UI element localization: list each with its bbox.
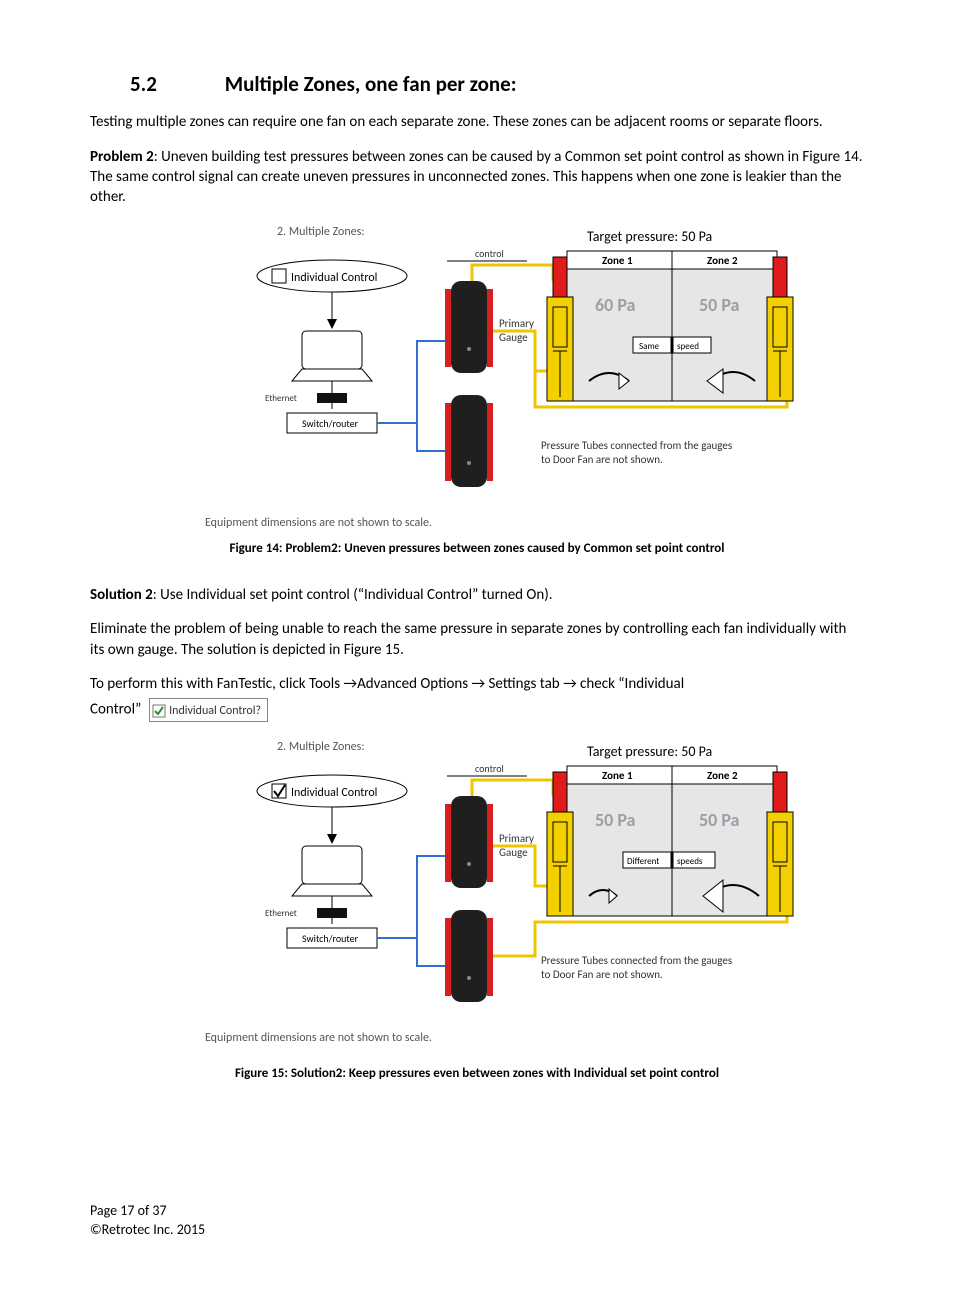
fig14-primary-a: Primary: [499, 317, 534, 330]
fig15-speed-a: Different: [627, 856, 659, 867]
fig14-zone2: Zone 2: [707, 254, 738, 267]
fig14-tubenote-b: to Door Fan are not shown.: [541, 453, 663, 466]
fig14-indiv-control: Individual Control: [291, 271, 377, 285]
solution-body-2b-line: Control” Individual Control?: [90, 698, 864, 722]
fig14-target: Target pressure: 50 Pa: [587, 228, 712, 245]
fig15-primary-b: Gauge: [499, 846, 528, 859]
gauge-2-icon: [445, 395, 493, 487]
figure-15-diagram: 2. Multiple Zones: Individual Control Et…: [157, 736, 797, 1026]
fig15-speed-b: speeds: [677, 856, 703, 867]
fig15-tubenote-a: Pressure Tubes connected from the gauges: [541, 954, 732, 967]
check-icon: [152, 704, 166, 718]
fig14-p1: 60 Pa: [595, 294, 635, 316]
fig14-scalenote: Equipment dimensions are not shown to sc…: [205, 515, 864, 531]
individual-control-checkbox-inline: Individual Control?: [149, 698, 268, 722]
fig15-indiv-control: Individual Control: [291, 786, 377, 800]
solution-body-2a: To perform this with FanTestic, click To…: [90, 674, 864, 694]
fig14-tubenote-a: Pressure Tubes connected from the gauges: [541, 439, 732, 452]
solution-body-1: Eliminate the problem of being unable to…: [90, 619, 864, 660]
fig15-primary-a: Primary: [499, 832, 534, 845]
solution-body-2b: Control”: [90, 701, 141, 719]
figure-15-caption: Figure 15: Solution2: Keep pressures eve…: [90, 1065, 864, 1083]
fig15-p2: 50 Pa: [699, 809, 739, 831]
solution-text: : Use Individual set point control (“Ind…: [153, 586, 553, 604]
fig15-switch: Switch/router: [302, 932, 359, 945]
fig15-tubenote-b: to Door Fan are not shown.: [541, 968, 663, 981]
fig15-p1: 50 Pa: [595, 809, 635, 831]
intro-paragraph: Testing multiple zones can require one f…: [90, 112, 864, 132]
fig15-target: Target pressure: 50 Pa: [587, 743, 712, 760]
figure-14-diagram: 2. Multiple Zones: Individual Control Et…: [157, 221, 797, 511]
problem-paragraph: Problem 2: Uneven building test pressure…: [90, 147, 864, 208]
fig15-heading: 2. Multiple Zones:: [277, 740, 365, 754]
section-number: 5.2: [130, 70, 220, 98]
problem-text: : Uneven building test pressures between…: [90, 148, 863, 207]
fig15-zone1: Zone 1: [602, 769, 633, 782]
gauge-1-icon: [445, 281, 493, 373]
fig15-ethernet: Ethernet: [265, 908, 297, 919]
fig14-control-wire: control: [475, 247, 504, 260]
fig14-speed-a: Same: [639, 341, 660, 352]
fig14-switch: Switch/router: [302, 417, 359, 430]
page-footer: Page 17 of 37 ©Retrotec Inc. 2015: [90, 1202, 864, 1240]
figure-14-caption: Figure 14: Problem2: Uneven pressures be…: [90, 540, 864, 558]
fig14-heading: 2. Multiple Zones:: [277, 225, 365, 239]
solution-label: Solution 2: [90, 586, 153, 604]
fig14-p2: 50 Pa: [699, 294, 739, 316]
fig14-ethernet: Ethernet: [265, 393, 297, 404]
fig15-scalenote: Equipment dimensions are not shown to sc…: [205, 1030, 864, 1046]
section-title: Multiple Zones, one fan per zone:: [225, 71, 517, 97]
fig15-zone2: Zone 2: [707, 769, 738, 782]
fig14-primary-b: Gauge: [499, 331, 528, 344]
checkbox-label: Individual Control?: [169, 704, 261, 718]
fig14-speed-b: speed: [677, 341, 699, 352]
problem-label: Problem 2: [90, 148, 154, 166]
page-number: Page 17 of 37: [90, 1202, 864, 1221]
solution-paragraph: Solution 2: Use Individual set point con…: [90, 585, 864, 605]
fig15-control-wire: control: [475, 762, 504, 775]
copyright: ©Retrotec Inc. 2015: [90, 1221, 864, 1240]
fig14-zone1: Zone 1: [602, 254, 633, 267]
section-heading: 5.2 Multiple Zones, one fan per zone:: [130, 70, 864, 98]
